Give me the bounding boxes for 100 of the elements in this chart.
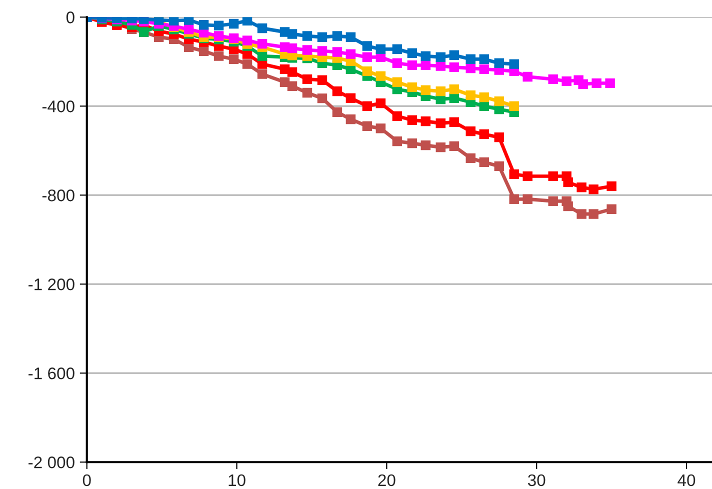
point xyxy=(576,182,586,192)
x-tick-label: 10 xyxy=(228,474,246,486)
point xyxy=(362,41,372,51)
point xyxy=(332,31,342,41)
x-tick-label: 30 xyxy=(528,474,546,486)
point xyxy=(436,61,446,71)
point xyxy=(479,64,489,74)
point xyxy=(466,54,476,64)
point xyxy=(509,59,519,69)
point xyxy=(392,77,402,87)
point xyxy=(392,111,402,121)
point xyxy=(479,157,489,168)
point xyxy=(332,47,342,57)
y-tick-label: -800 xyxy=(42,190,74,202)
point xyxy=(436,118,446,128)
point xyxy=(436,142,446,152)
point xyxy=(479,54,489,64)
point xyxy=(466,90,476,100)
point xyxy=(376,44,386,54)
point xyxy=(509,101,519,111)
point xyxy=(420,140,431,150)
point xyxy=(449,93,460,103)
point xyxy=(605,78,615,88)
point xyxy=(287,81,298,91)
point xyxy=(522,194,532,204)
point xyxy=(198,20,209,30)
x-tick-label: 0 xyxy=(82,474,91,486)
point xyxy=(168,17,179,26)
point xyxy=(214,51,224,61)
point xyxy=(242,59,252,69)
point xyxy=(332,86,342,96)
point xyxy=(362,52,372,62)
point xyxy=(392,44,402,54)
point xyxy=(563,177,573,188)
point xyxy=(436,86,446,96)
point xyxy=(466,63,476,74)
point xyxy=(420,51,431,61)
point xyxy=(449,50,460,60)
point xyxy=(392,58,402,68)
point xyxy=(376,124,386,134)
point xyxy=(346,49,356,59)
point xyxy=(346,114,356,124)
point xyxy=(198,46,209,56)
point xyxy=(317,75,328,85)
point xyxy=(588,184,598,194)
point xyxy=(362,101,372,111)
y-tick-label: 0 xyxy=(66,12,74,24)
point xyxy=(479,92,489,102)
point xyxy=(376,98,386,108)
point xyxy=(228,54,239,64)
point xyxy=(407,138,418,148)
point xyxy=(548,171,558,182)
point xyxy=(466,153,476,164)
point xyxy=(257,69,268,79)
point xyxy=(332,107,342,117)
point xyxy=(257,51,268,61)
point xyxy=(420,85,431,95)
point xyxy=(376,71,386,81)
point xyxy=(346,32,356,42)
point xyxy=(407,60,418,70)
point xyxy=(287,67,298,77)
point xyxy=(257,23,268,34)
point xyxy=(184,24,194,34)
point xyxy=(184,17,194,25)
y-tick-label: -1 600 xyxy=(28,368,74,380)
point xyxy=(302,88,312,98)
y-tick-label: -2 000 xyxy=(28,456,74,468)
point xyxy=(588,209,598,219)
point xyxy=(362,121,372,131)
point xyxy=(509,194,519,204)
point xyxy=(407,82,418,92)
point xyxy=(392,136,402,146)
point xyxy=(592,78,602,88)
point xyxy=(606,181,616,192)
x-tick-label: 20 xyxy=(378,474,396,486)
point xyxy=(606,204,616,214)
point xyxy=(287,29,298,39)
point xyxy=(494,58,504,68)
point xyxy=(466,126,476,136)
point xyxy=(509,169,519,180)
x-tick-label: 40 xyxy=(678,474,696,486)
point xyxy=(302,74,312,84)
point xyxy=(494,161,504,172)
point xyxy=(420,60,431,70)
point xyxy=(242,17,252,26)
point xyxy=(287,43,298,54)
point xyxy=(548,74,558,84)
point xyxy=(407,115,418,125)
point xyxy=(436,52,446,62)
point xyxy=(257,38,268,49)
point xyxy=(563,201,573,212)
point xyxy=(407,48,418,58)
point xyxy=(317,32,328,42)
point xyxy=(317,46,328,56)
y-tick-label: -1 200 xyxy=(28,278,74,290)
point xyxy=(522,72,532,82)
point xyxy=(449,84,460,94)
point xyxy=(214,20,224,30)
point xyxy=(420,116,431,126)
point xyxy=(362,66,372,76)
